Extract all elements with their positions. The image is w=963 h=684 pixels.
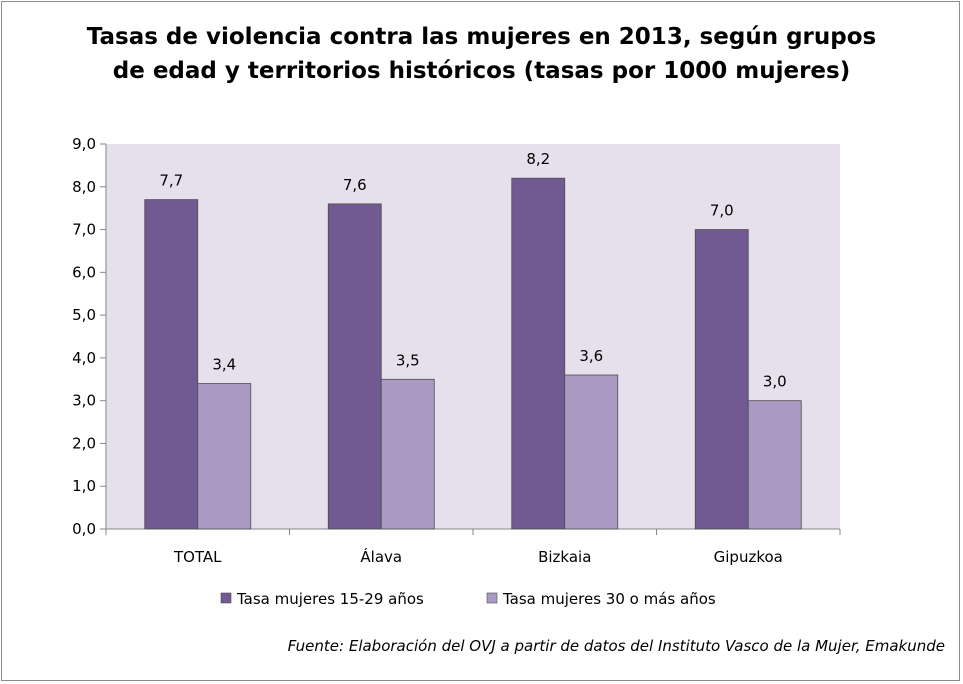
y-tick-label: 0,0	[72, 520, 96, 538]
data-label: 7,0	[710, 202, 734, 220]
data-label: 3,5	[396, 351, 420, 369]
source-note: Fuente: Elaboración del OVJ a partir de …	[287, 637, 945, 655]
bar-series-2	[747, 400, 802, 530]
chart-title: Tasas de violencia contra las mujeres en…	[0, 20, 963, 88]
x-category-label: Gipuzkoa	[714, 548, 783, 566]
bar-series-1	[694, 229, 749, 530]
bar-series-1	[144, 199, 199, 530]
legend-label-series-2: Tasa mujeres 30 o más años	[502, 590, 716, 608]
y-tick-label: 3,0	[72, 392, 96, 410]
data-label: 3,0	[763, 373, 787, 391]
y-tick-label: 6,0	[72, 263, 96, 281]
y-tick-label: 8,0	[72, 178, 96, 196]
bar-series-2	[564, 374, 619, 530]
y-tick-label: 9,0	[72, 135, 96, 153]
bar-series-1	[511, 177, 566, 530]
chart-title-line-1: Tasas de violencia contra las mujeres en…	[86, 24, 877, 50]
legend-label-series-1: Tasa mujeres 15-29 años	[236, 590, 424, 608]
y-tick-label: 7,0	[72, 221, 96, 239]
bar-series-2	[197, 383, 252, 530]
data-label: 7,7	[159, 172, 183, 190]
data-label: 7,6	[343, 176, 367, 194]
y-tick-label: 1,0	[72, 477, 96, 495]
bar-series-1	[327, 203, 382, 530]
chart-title-line-2: de edad y territorios históricos (tasas …	[112, 58, 851, 84]
x-category-label: Bizkaia	[538, 548, 591, 566]
bar-series-2	[380, 378, 435, 530]
data-label: 8,2	[526, 150, 550, 168]
legend-swatch-series-2	[486, 592, 498, 604]
y-tick-label: 4,0	[72, 349, 96, 367]
x-category-label: TOTAL	[173, 548, 222, 566]
x-category-label: Álava	[360, 547, 402, 566]
y-tick-label: 5,0	[72, 306, 96, 324]
data-label: 3,4	[212, 356, 236, 374]
data-label: 3,6	[579, 347, 603, 365]
legend-swatch-series-1	[220, 592, 232, 604]
y-tick-label: 2,0	[72, 434, 96, 452]
